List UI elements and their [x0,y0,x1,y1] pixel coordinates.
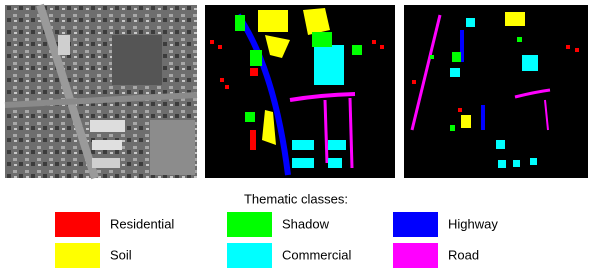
legend-title: Thematic classes: [244,191,348,206]
class-region [430,55,434,59]
class-region [505,12,525,26]
legend-swatch [55,243,100,268]
class-region [352,45,362,55]
legend-swatch [393,212,438,237]
class-region [250,50,262,66]
legend-label: Soil [110,247,132,262]
class-region [245,112,255,122]
class-region [380,45,384,49]
legend-label: Residential [110,216,174,231]
class-region [218,45,222,49]
class-region [225,85,229,89]
class-region [458,108,462,112]
class-region [566,45,570,49]
class-region [412,80,416,84]
class-region [496,140,505,149]
class-region [530,158,537,165]
legend-swatch [55,212,100,237]
class-region [452,52,461,62]
legend-label: Road [448,247,479,262]
class-region [466,18,475,27]
legend: Residential Shadow Highway Soil Commercial Ro… [55,212,498,268]
class-region [314,45,344,85]
class-region [450,125,455,131]
class-region [481,105,485,130]
class-region [350,98,352,168]
class-region [292,140,314,150]
class-region [461,115,471,128]
reference-map [205,5,395,178]
legend-swatch [227,243,272,268]
class-region [575,48,579,52]
class-region [328,140,346,150]
aerial-image [5,5,197,178]
legend-swatch [227,212,272,237]
class-region [258,10,288,32]
figure: Thematic classes: Residential Shadow Highw… [0,0,592,268]
legend-swatch [393,243,438,268]
class-region [325,100,327,163]
class-region [450,68,460,77]
class-region [220,78,224,82]
class-region [328,158,342,168]
class-region [513,160,520,167]
class-region [250,68,258,76]
class-region [292,158,314,168]
class-region [372,40,376,44]
class-region [498,160,506,168]
legend-label: Highway [448,216,498,231]
class-region [210,40,214,44]
classification-map [404,5,588,178]
class-region [250,130,256,150]
class-region [517,37,522,42]
class-region [312,32,332,47]
class-region [235,15,245,31]
class-region [522,55,538,71]
legend-label: Commercial [282,247,351,262]
legend-label: Shadow [282,216,330,231]
